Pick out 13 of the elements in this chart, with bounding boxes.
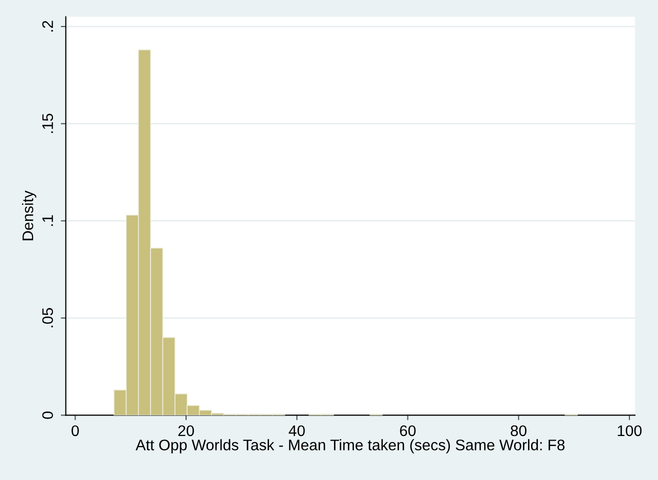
y-tick-label: .2 <box>42 20 53 32</box>
y-tick-label: .1 <box>42 215 53 226</box>
x-tick-label: 20 <box>178 425 194 436</box>
x-tick-label: 100 <box>618 425 642 436</box>
x-tick-label: 40 <box>288 425 305 436</box>
y-tick-label: .05 <box>42 308 54 328</box>
x-tick-label: 80 <box>510 425 526 436</box>
y-tick-label: 0 <box>42 412 54 419</box>
x-tick-label: 60 <box>400 425 416 436</box>
y-axis-title: Density <box>22 190 36 240</box>
x-axis-title: Att Opp Worlds Task - Mean Time taken (secs) Same World: F8 <box>136 439 565 454</box>
y-tick-label: .15 <box>42 114 54 133</box>
x-tick-label: 0 <box>72 425 79 436</box>
